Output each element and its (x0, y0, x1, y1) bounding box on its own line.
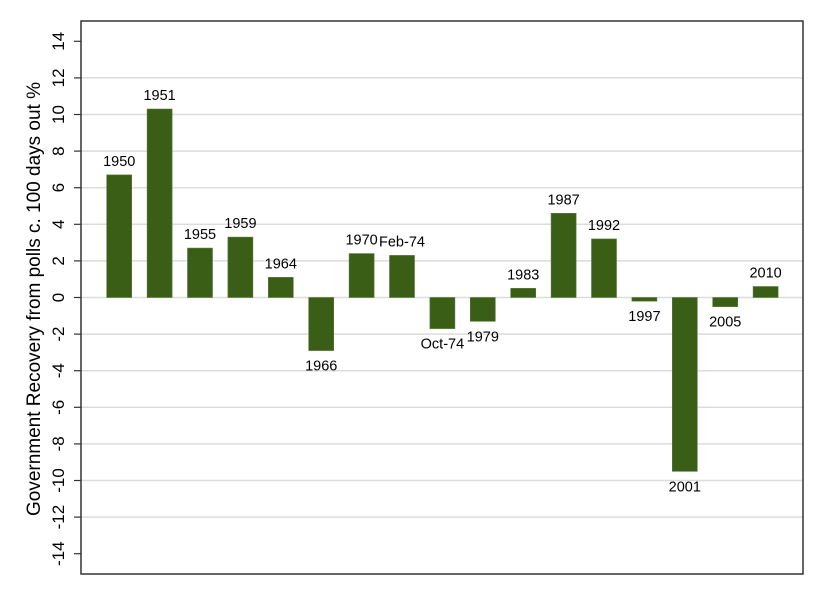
y-tick-label: -14 (49, 541, 68, 566)
y-tick-label: 12 (49, 68, 68, 87)
bar-data-label: Feb-74 (379, 234, 425, 250)
bar-data-label: 1979 (467, 329, 499, 345)
bar-data-label: 2001 (669, 479, 701, 495)
bar-1970 (348, 253, 375, 298)
y-tick-label: 8 (49, 146, 68, 155)
bar-1966 (308, 297, 335, 351)
y-tick-label: -6 (49, 400, 68, 415)
bar-1997 (631, 297, 658, 302)
bars (106, 108, 779, 472)
bar-1979 (469, 297, 496, 322)
bar-labels: 1950 1951 1955 1959 1964 1966 1970 Feb-74 Oct-74… (103, 88, 782, 495)
bar-1992 (591, 238, 617, 298)
y-tick-label: -4 (49, 363, 68, 378)
y-tick-label: 14 (49, 32, 68, 51)
y-axis-ticks: -14 -12 -10 -8 -6 -4 -2 0 2 4 6 8 10 12 14 (49, 32, 81, 566)
bar-data-label: 1992 (588, 218, 620, 234)
bar-data-label: 1987 (547, 192, 579, 208)
bar-data-label: 2010 (749, 266, 781, 282)
bar-1955 (187, 247, 213, 298)
y-tick-label: -8 (49, 436, 68, 451)
y-tick-label: 4 (49, 220, 68, 229)
bar-data-label: 1970 (345, 233, 377, 249)
bar-data-label: 1951 (143, 88, 175, 104)
bar-feb-74 (389, 255, 415, 298)
bar-1987 (550, 213, 577, 298)
bar-data-label: Oct-74 (421, 337, 465, 353)
bar-oct-74 (429, 297, 456, 329)
bar-2005 (712, 297, 739, 307)
bar-data-label: 1983 (507, 267, 539, 283)
bar-1959 (227, 236, 254, 298)
y-tick-label: -2 (49, 327, 68, 342)
bar-2001 (671, 297, 698, 472)
bar-1983 (510, 288, 537, 298)
y-tick-label: -12 (49, 505, 68, 530)
bar-2010 (752, 286, 779, 298)
y-tick-label: -10 (49, 468, 68, 493)
bar-1951 (146, 108, 173, 298)
gridlines (81, 77, 803, 518)
bar-data-label: 1959 (224, 216, 256, 232)
bar-data-label: 2005 (709, 315, 741, 331)
y-tick-label: 0 (49, 293, 68, 302)
y-tick-label: 2 (49, 256, 68, 265)
y-axis-title: Government Recovery from polls c. 100 da… (24, 82, 45, 516)
y-tick-label: 6 (49, 183, 68, 192)
bar-data-label: 1955 (184, 227, 216, 243)
bar-1950 (106, 174, 132, 298)
y-tick-label: 10 (49, 105, 68, 124)
bar-data-label: 1966 (305, 359, 337, 375)
bar-data-label: 1964 (265, 256, 297, 272)
bar-1964 (267, 277, 294, 298)
bar-data-label: 1997 (628, 309, 660, 325)
bar-data-label: 1950 (103, 154, 135, 170)
